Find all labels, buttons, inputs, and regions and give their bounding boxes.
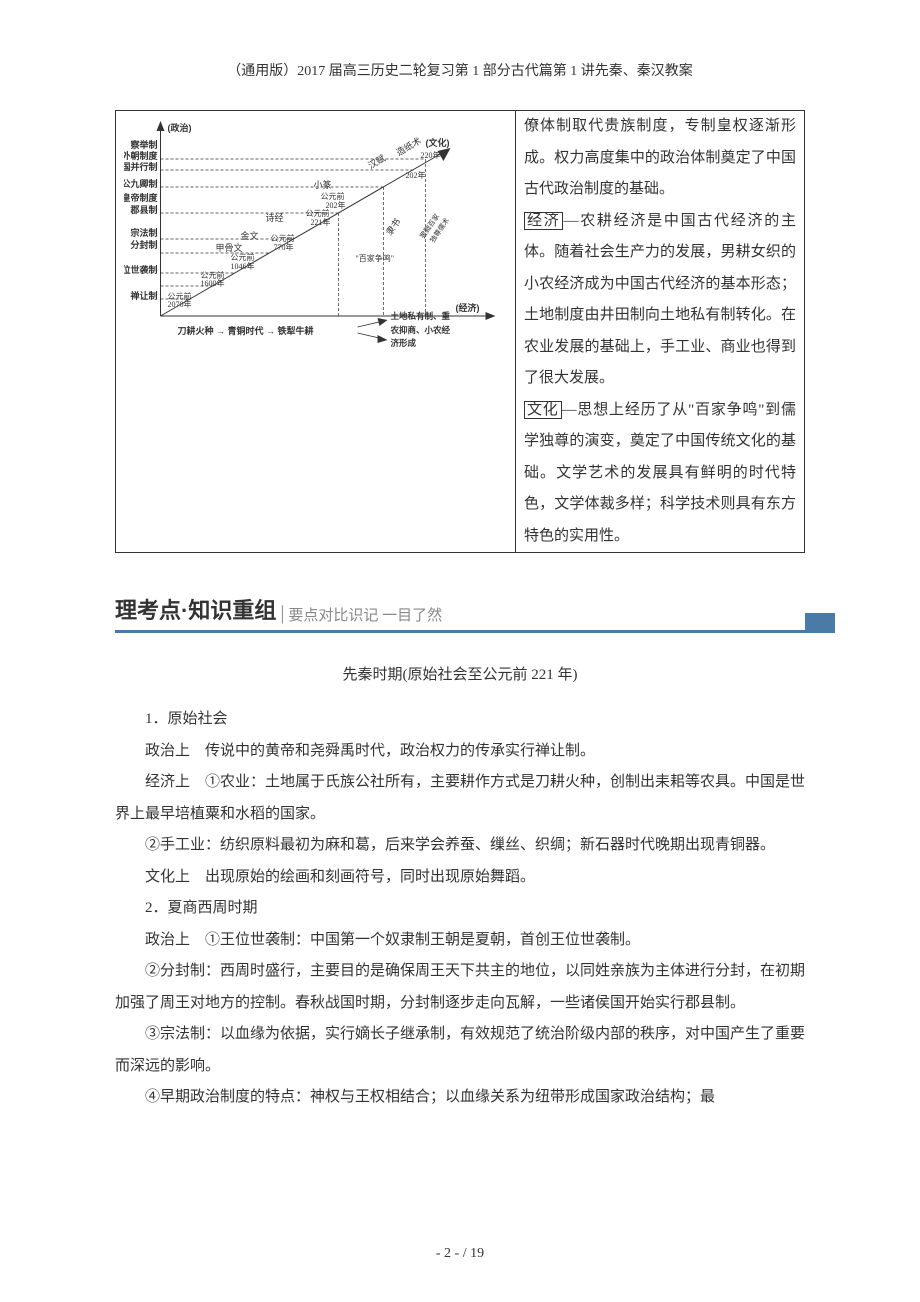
svg-text:农抑商、小农经: 农抑商、小农经 — [390, 325, 451, 335]
politics-axis-label: (政治) — [168, 122, 192, 133]
svg-text:221年: 221年 — [311, 217, 331, 227]
body-p6: 2．夏商西周时期 — [115, 893, 805, 925]
svg-text:金文: 金文 — [241, 230, 259, 241]
body-text: 1．原始社会 政治上 传说中的黄帝和尧舜禹时代，政治权力的传承实行禅让制。 经济… — [115, 704, 805, 1114]
svg-text:诗经: 诗经 — [266, 212, 284, 223]
svg-text:土地私有制、重: 土地私有制、重 — [391, 311, 451, 321]
body-p5: 文化上 出现原始的绘画和刻画符号，同时出现原始舞蹈。 — [115, 862, 805, 894]
summary-culture: 文化—思想上经历了从"百家争鸣"到儒学独尊的演变，奠定了中国传统文化的基础。文学… — [524, 395, 796, 553]
svg-text:公元前: 公元前 — [321, 191, 345, 201]
body-p4: ②手工业：纺织原料最初为麻和葛，后来学会养蚕、缫丝、织绸；新石器时代晚期出现青铜… — [115, 830, 805, 862]
body-p10: ④早期政治制度的特点：神权与王权相结合；以血缘关系为纽带形成国家政治结构；最 — [115, 1082, 805, 1114]
summary-intro: 僚体制取代贵族制度，专制皇权逐渐形成。权力高度集中的政治体制奠定了中国古代政治制… — [524, 111, 796, 206]
svg-text:甲骨文: 甲骨文 — [216, 242, 243, 253]
page-header-title: （通用版）2017 届高三历史二轮复习第 1 部分古代篇第 1 讲先秦、秦汉教案 — [115, 60, 805, 80]
svg-text:"百家争鸣": "百家争鸣" — [356, 253, 395, 263]
svg-text:1046年: 1046年 — [231, 261, 255, 271]
svg-text:王位世袭制: 王位世袭制 — [124, 264, 158, 275]
svg-text:分封制: 分封制 — [130, 239, 157, 250]
body-p9: ③宗法制：以血缘为依据，实行嫡长子继承制，有效规范了统治阶级内部的秩序，对中国产… — [115, 1019, 805, 1082]
section-header-separator: | — [280, 602, 284, 625]
svg-text:郡县制: 郡县制 — [129, 204, 157, 215]
svg-text:小篆: 小篆 — [314, 179, 332, 190]
svg-text:宗法制: 宗法制 — [130, 227, 157, 238]
body-p2: 政治上 传说中的黄帝和尧舜禹时代，政治权力的传承实行禅让制。 — [115, 736, 805, 768]
body-p7: 政治上 ①王位世袭制：中国第一个奴隶制王朝是夏朝，首创王位世袭制。 — [115, 925, 805, 957]
svg-text:220年: 220年 — [421, 150, 441, 160]
svg-text:2070年: 2070年 — [168, 299, 192, 309]
svg-text:1600年: 1600年 — [201, 278, 225, 288]
page-number: - 2 - / 19 — [0, 1246, 920, 1262]
svg-text:三公九卿制: 三公九卿制 — [124, 178, 158, 189]
svg-text:公元前: 公元前 — [271, 233, 295, 243]
svg-text:郡国并行制: 郡国并行制 — [124, 161, 158, 172]
svg-text:202年: 202年 — [406, 170, 426, 180]
period-subtitle: 先秦时期(原始社会至公元前 221 年) — [115, 663, 805, 684]
svg-text:公元前: 公元前 — [231, 252, 255, 262]
section-header-main: 理考点·知识重组 — [115, 593, 276, 625]
svg-text:汉赋: 汉赋 — [367, 153, 388, 171]
svg-text:公元前: 公元前 — [306, 208, 330, 218]
svg-text:察举制: 察举制 — [130, 139, 157, 150]
economy-axis-label: (经济) — [456, 302, 480, 313]
summary-text-cell: 僚体制取代贵族制度，专制皇权逐渐形成。权力高度集中的政治体制奠定了中国古代政治制… — [516, 111, 804, 552]
section-header: 理考点·知识重组 | 要点对比识记 一目了然 — [115, 593, 805, 633]
body-p1: 1．原始社会 — [115, 704, 805, 736]
content-box: (政治) (经济) 察举制 中外朝制度 郡国并行制 三公九卿制 皇帝制度 郡县制… — [115, 110, 805, 553]
culture-axis-label: (文化) — [426, 137, 450, 148]
timeline-diagram: (政治) (经济) 察举制 中外朝制度 郡国并行制 三公九卿制 皇帝制度 郡县制… — [124, 121, 507, 361]
economy-sequence: 刀耕火种 → 青铜时代 → 铁犁牛耕 — [178, 325, 314, 336]
svg-text:隶书: 隶书 — [383, 216, 402, 237]
svg-text:中外朝制度: 中外朝制度 — [124, 150, 158, 161]
svg-text:造纸术: 造纸术 — [394, 135, 423, 158]
diagram-cell: (政治) (经济) 察举制 中外朝制度 郡国并行制 三公九卿制 皇帝制度 郡县制… — [116, 111, 516, 552]
summary-economy: 经济—农耕经济是中国古代经济的主体。随着社会生产力的发展，男耕女织的小农经济成为… — [524, 206, 796, 395]
svg-text:770年: 770年 — [274, 242, 294, 252]
body-p8: ②分封制：西周时盛行，主要目的是确保周王天下共主的地位，以同姓亲族为主体进行分封… — [115, 956, 805, 1019]
svg-text:济形成: 济形成 — [391, 338, 417, 348]
svg-text:皇帝制度: 皇帝制度 — [124, 192, 158, 203]
svg-text:禅让制: 禅让制 — [129, 290, 157, 301]
section-accent-block — [805, 613, 835, 633]
body-p3: 经济上 ①农业：土地属于氏族公社所有，主要耕作方式是刀耕火种，创制出耒耜等农具。… — [115, 767, 805, 830]
section-header-sub: 要点对比识记 一目了然 — [288, 604, 442, 625]
